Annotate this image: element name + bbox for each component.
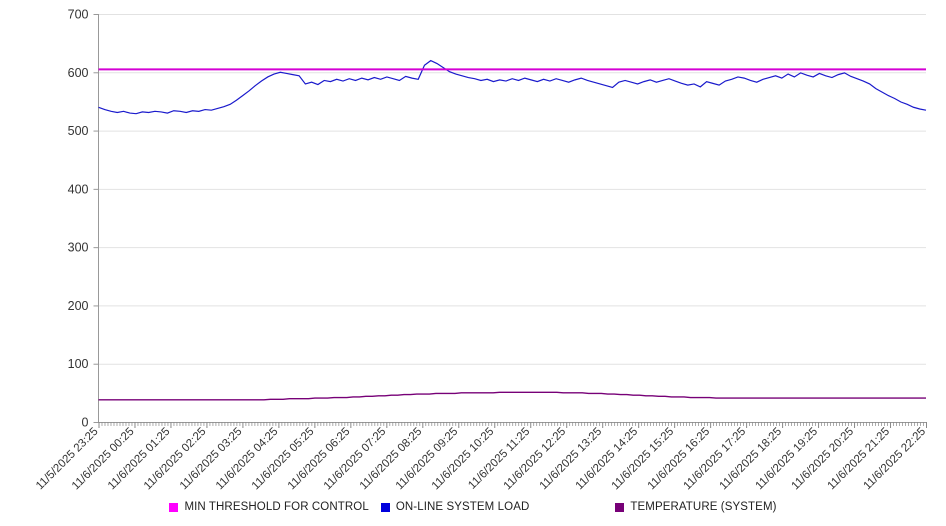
chart-legend: MIN THRESHOLD FOR CONTROL ON-LINE SYSTEM… xyxy=(0,496,946,518)
legend-label-min-threshold: MIN THRESHOLD FOR CONTROL xyxy=(184,501,369,513)
x-axis-tick-label: 11/6/2025 08:25 xyxy=(358,426,425,493)
x-axis-tick-label: 11/6/2025 02:25 xyxy=(142,426,209,493)
x-axis-tick-label: 11/5/2025 23:25 xyxy=(34,426,101,493)
x-axis-tick-label: 11/6/2025 21:25 xyxy=(825,426,892,493)
y-axis-tick-labels: 0 100 200 300 400 500 600 700 xyxy=(68,8,89,430)
x-axis-tick-label: 11/6/2025 11:25 xyxy=(466,426,532,492)
series-line-temperature-system xyxy=(98,391,926,401)
x-axis-tick-label: 11/6/2025 18:25 xyxy=(718,426,785,493)
x-axis-tick-label: 11/6/2025 19:25 xyxy=(754,426,821,493)
x-axis-tick-label: 11/6/2025 12:25 xyxy=(502,426,569,493)
x-axis-tick-label: 11/6/2025 00:25 xyxy=(70,426,137,493)
legend-item-online-system-load[interactable]: ON-LINE SYSTEM LOAD xyxy=(380,501,530,513)
y-axis-tick-label: 700 xyxy=(68,8,89,22)
x-axis-tick-label: 11/6/2025 06:25 xyxy=(286,426,353,493)
x-axis-tick-label: 11/6/2025 15:25 xyxy=(610,426,677,493)
y-axis-tick-label: 500 xyxy=(68,124,89,138)
x-axis-tick-label: 11/6/2025 04:25 xyxy=(214,426,281,493)
y-axis-tick-label: 600 xyxy=(68,66,89,80)
x-axis-tick-label: 11/6/2025 16:25 xyxy=(646,426,713,493)
x-axis-tick-label: 11/6/2025 03:25 xyxy=(178,426,245,493)
legend-label-temperature-system: TEMPERATURE (SYSTEM) xyxy=(630,501,777,513)
y-axis-tick-label: 400 xyxy=(68,182,89,196)
legend-item-temperature-system[interactable]: TEMPERATURE (SYSTEM) xyxy=(615,501,776,513)
legend-label-online-system-load: ON-LINE SYSTEM LOAD xyxy=(395,501,530,513)
y-gridlines xyxy=(93,14,926,423)
y-axis-tick-label: 300 xyxy=(68,241,89,255)
x-axis-tick-label: 11/6/2025 20:25 xyxy=(789,426,856,493)
x-axis-tick-label: 11/6/2025 22:25 xyxy=(861,426,928,493)
legend-swatch-temperature-system xyxy=(615,502,625,512)
x-axis-tick-label: 11/6/2025 10:25 xyxy=(430,426,497,493)
y-axis-tick-label: 200 xyxy=(68,299,89,313)
series-line-online-system-load xyxy=(98,59,927,115)
legend-swatch-online-system-load xyxy=(380,502,390,512)
y-axis-tick-label: 0 xyxy=(82,416,89,430)
x-axis-tick-label: 11/6/2025 05:25 xyxy=(250,426,317,493)
legend-item-min-threshold[interactable]: MIN THRESHOLD FOR CONTROL xyxy=(169,501,369,513)
x-axis-tick-label: 11/6/2025 17:25 xyxy=(682,426,749,493)
y-axis-tick-label: 100 xyxy=(68,357,89,371)
legend-swatch-min-threshold xyxy=(169,502,179,512)
x-axis-tick-label: 11/6/2025 14:25 xyxy=(574,426,641,493)
x-axis-tick-label: 11/6/2025 01:25 xyxy=(106,426,173,493)
x-axis-tick-label: 11/6/2025 09:25 xyxy=(394,426,461,493)
x-axis-tick-label: 11/6/2025 07:25 xyxy=(322,426,389,493)
x-axis-tick-label: 11/6/2025 13:25 xyxy=(538,426,605,493)
x-axis-minor-ticks xyxy=(98,422,927,428)
